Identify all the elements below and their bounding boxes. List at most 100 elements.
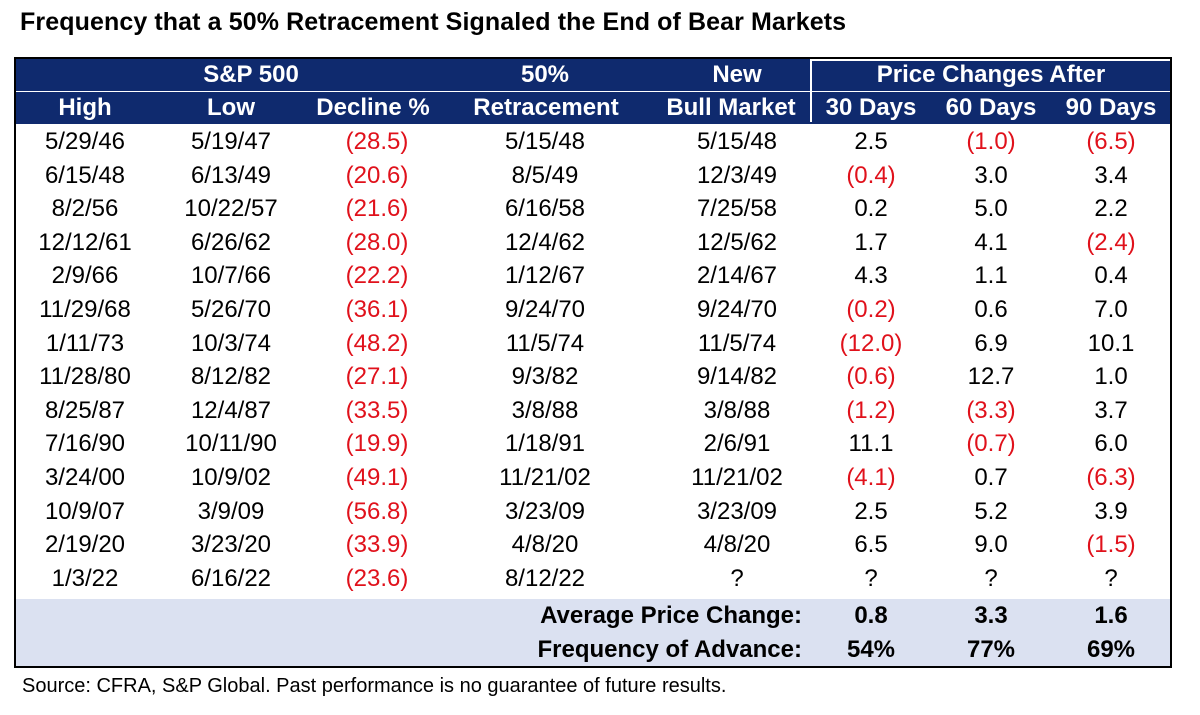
decline-cell: (22.2) — [345, 262, 409, 290]
source-note: Source: CFRA, S&P Global. Past performan… — [22, 675, 727, 697]
table-row: 6/15/48 6/13/49 (20.6) 8/5/49 12/3/49 (0.4) 3.… — [16, 159, 1170, 193]
decline-cell: (36.1) — [345, 295, 409, 323]
retracement-cell: 3/8/88 — [511, 396, 579, 424]
retracement-cell: 8/12/22 — [504, 564, 586, 592]
decline-cell: (56.8) — [345, 497, 409, 525]
high-cell: 11/29/68 — [39, 295, 131, 323]
decline-cell: (28.5) — [345, 128, 409, 155]
retracement-cell: 4/8/20 — [511, 531, 579, 559]
retracement-header-bottom: Retracement — [473, 94, 619, 121]
days30-cell: (0.4) — [846, 161, 896, 189]
days90-cell: (2.4) — [1086, 228, 1136, 256]
retracement-cell: 9/24/70 — [504, 295, 586, 323]
bull-market-cell: 2/6/91 — [703, 430, 771, 458]
days30-cell: 2.5 — [854, 128, 888, 155]
average-label: Average Price Change: — [540, 602, 802, 629]
bull-header-top: New — [712, 61, 762, 88]
low-cell: 3/9/09 — [197, 497, 265, 525]
retracement-cell: 1/12/67 — [504, 262, 586, 290]
days60-cell: 9.0 — [974, 531, 1008, 559]
retracement-header-top: 50% — [520, 61, 570, 88]
retracement-cell: 12/4/62 — [504, 228, 586, 256]
decline-cell: (49.1) — [345, 463, 409, 491]
days60-header: 60 Days — [945, 94, 1037, 121]
table-row: 10/9/07 3/9/09 (56.8) 3/23/09 3/23/09 2.5 5.2 3… — [16, 495, 1170, 529]
table-row: 1/11/73 10/3/74 (48.2) 11/5/74 11/5/74 (12.0)… — [16, 327, 1170, 361]
decline-cell: (21.6) — [345, 195, 409, 223]
high-cell: 1/11/73 — [45, 329, 125, 357]
retracement-cell: 6/16/58 — [504, 195, 586, 223]
decline-cell: (48.2) — [345, 329, 409, 357]
days60-cell: 5.2 — [974, 497, 1008, 525]
high-cell: 12/12/61 — [38, 228, 132, 256]
decline-cell: (20.6) — [345, 161, 409, 189]
days60-cell: 5.0 — [974, 195, 1008, 223]
decline-cell: (33.5) — [345, 396, 409, 424]
low-cell: 3/23/20 — [190, 531, 272, 559]
days90-cell: 0.4 — [1094, 262, 1128, 290]
days60-cell: (1.0) — [966, 128, 1016, 155]
bull-market-cell: 12/3/49 — [696, 161, 778, 189]
bull-market-cell: 3/8/88 — [703, 396, 771, 424]
days30-cell: 4.3 — [854, 262, 888, 290]
retracement-cell: 8/5/49 — [511, 161, 579, 189]
days90-cell: 3.4 — [1094, 161, 1128, 189]
retracement-cell: 9/3/82 — [511, 363, 579, 391]
days90-cell: 2.2 — [1094, 195, 1128, 223]
frequency-row: Frequency of Advance: 54% 77% 69% — [16, 633, 1170, 666]
average-60: 3.3 — [974, 602, 1008, 629]
low-cell: 5/19/47 — [190, 128, 272, 155]
days60-cell: (0.7) — [966, 430, 1016, 458]
days90-cell: ? — [1104, 564, 1118, 592]
days90-cell: (6.3) — [1086, 463, 1136, 491]
days30-cell: 0.2 — [854, 195, 888, 223]
days30-cell: 2.5 — [854, 497, 888, 525]
days30-cell: 11.1 — [848, 430, 894, 458]
days30-cell: 1.7 — [854, 228, 888, 256]
table-row: 7/16/90 10/11/90 (19.9) 1/18/91 2/6/91 11.1 (0… — [16, 427, 1170, 461]
high-cell: 3/24/00 — [44, 463, 126, 491]
low-cell: 6/13/49 — [190, 161, 272, 189]
days30-header: 30 Days — [825, 94, 917, 121]
low-cell: 12/4/87 — [190, 396, 272, 424]
bull-market-cell: 5/15/48 — [696, 128, 778, 155]
low-cell: 6/16/22 — [190, 564, 272, 592]
average-30: 0.8 — [854, 602, 888, 629]
low-cell: 10/3/74 — [190, 329, 272, 357]
days60-cell: 12.7 — [967, 363, 1015, 391]
table-row: 2/9/66 10/7/66 (22.2) 1/12/67 2/14/67 4.3 1.1 0… — [16, 259, 1170, 293]
days60-cell: 6.9 — [974, 329, 1008, 357]
bull-market-cell: 2/14/67 — [696, 262, 778, 290]
high-cell: 8/2/56 — [51, 195, 119, 223]
page-title: Frequency that a 50% Retracement Signale… — [20, 8, 847, 36]
frequency-90: 69% — [1086, 636, 1136, 663]
days30-cell: (0.6) — [846, 363, 896, 391]
days60-cell: 3.0 — [974, 161, 1008, 189]
high-cell: 5/29/46 — [44, 128, 126, 155]
low-cell: 6/26/62 — [190, 228, 272, 256]
retracement-cell: 11/21/02 — [499, 463, 591, 491]
frequency-label: Frequency of Advance: — [537, 636, 802, 663]
decline-header: Decline % — [316, 94, 430, 121]
average-row: Average Price Change: 0.8 3.3 1.6 — [16, 599, 1170, 633]
days60-cell: 1.1 — [974, 262, 1008, 290]
high-cell: 8/25/87 — [44, 396, 126, 424]
table-row: 12/12/61 6/26/62 (28.0) 12/4/62 12/5/62 1.7 4.… — [16, 226, 1170, 260]
table-row: 8/2/56 10/22/57 (21.6) 6/16/58 7/25/58 0.2 5.0… — [16, 192, 1170, 226]
header-row-2: High Low Decline % Retracement Bull Mark… — [16, 92, 1170, 124]
frequency-30: 54% — [846, 636, 896, 663]
table-row: 11/29/68 5/26/70 (36.1) 9/24/70 9/24/70 (0.2)… — [16, 293, 1170, 327]
high-cell: 2/19/20 — [44, 531, 126, 559]
frequency-60: 77% — [966, 636, 1016, 663]
high-header: High — [58, 94, 112, 121]
bull-market-cell: 12/5/62 — [696, 228, 778, 256]
decline-cell: (28.0) — [345, 228, 409, 256]
table-row: 3/24/00 10/9/02 (49.1) 11/21/02 11/21/02 (4.1… — [16, 461, 1170, 495]
retracement-cell: 5/15/48 — [504, 128, 586, 155]
bull-market-cell: 9/14/82 — [696, 363, 778, 391]
high-cell: 1/3/22 — [51, 564, 119, 592]
bear-market-table: S&P 500 50% New Price Changes After High… — [14, 57, 1172, 668]
table-body: 5/29/46 5/19/47 (28.5) 5/15/48 5/15/48 2.5 (1.… — [16, 125, 1170, 595]
days90-cell: 7.0 — [1094, 295, 1128, 323]
days60-cell: 4.1 — [974, 228, 1008, 256]
